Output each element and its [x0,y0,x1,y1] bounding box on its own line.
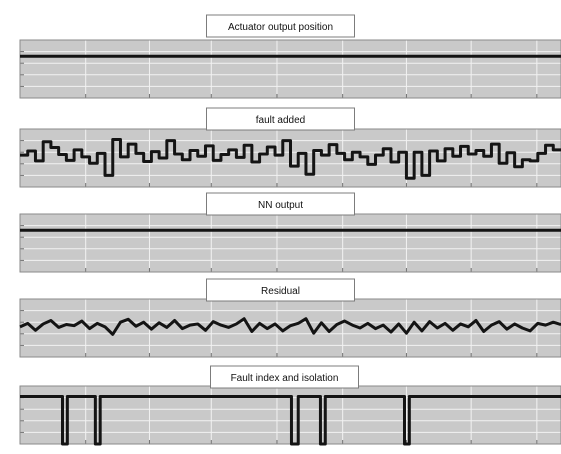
subplot-2 [19,128,561,188]
subplot-1 [19,39,561,99]
subplot-title-text: fault added [256,115,306,126]
subplot-title-3: NN output [206,192,355,216]
subplot-4 [19,298,561,358]
subplot-title-text: NN output [258,200,303,211]
subplot-title-text: Actuator output position [228,22,333,33]
title-box [206,14,355,38]
subplot-title-4: Residual [206,278,355,302]
signal-line [19,317,561,336]
subplot-title-2: fault added [206,107,355,131]
signal-line [20,394,561,446]
signal-line [20,137,561,180]
title-box [210,365,359,389]
plot-area-3 [20,214,561,272]
title-box [206,278,355,302]
subplot-title-5: Fault index and isolation [210,365,359,389]
subplot-5 [19,385,561,446]
plot-area-1 [20,40,561,98]
subplot-title-text: Fault index and isolation [231,373,339,384]
subplot-title-text: Residual [261,286,300,297]
plot-frame-1 [19,39,561,99]
title-box [206,192,355,216]
subplot-title-1: Actuator output position [206,14,355,38]
title-box [206,107,355,131]
subplot-3 [19,213,561,273]
